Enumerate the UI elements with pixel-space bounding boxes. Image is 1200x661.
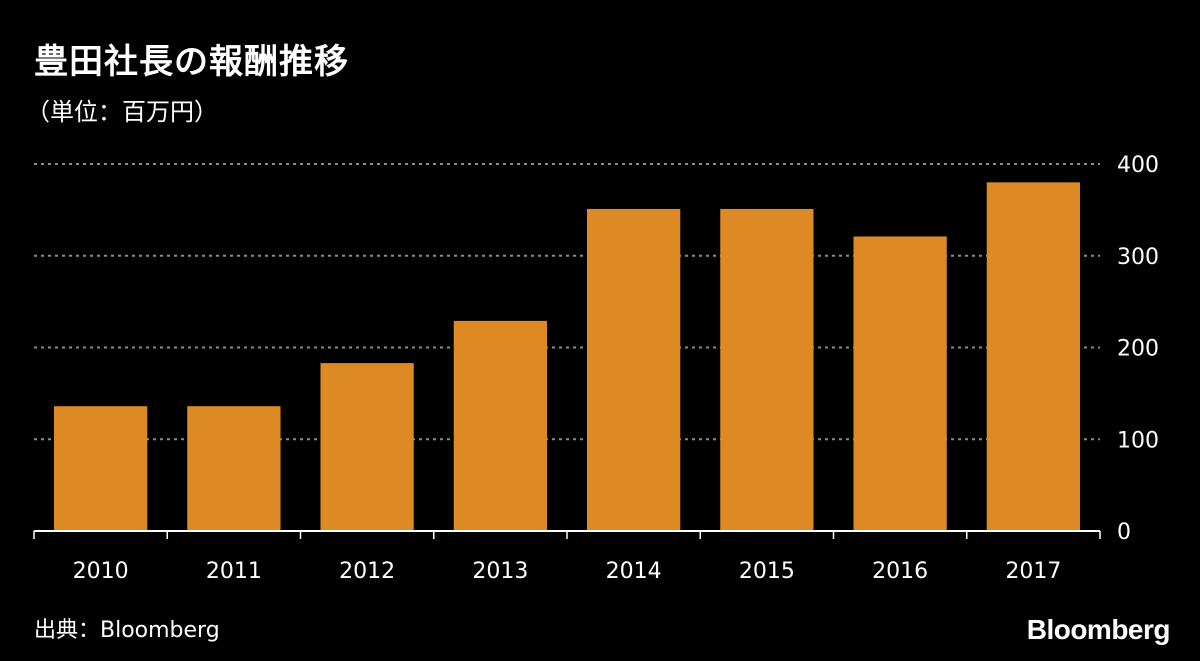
bar (320, 363, 414, 531)
y-tick-label: 300 (1117, 245, 1159, 270)
bar (720, 208, 814, 531)
y-tick-label: 0 (1117, 520, 1131, 545)
y-tick-label: 100 (1117, 428, 1159, 453)
chart-title: 豊田社長の報酬推移 (34, 42, 349, 82)
x-tick-label: 2012 (339, 559, 395, 584)
x-tick-label: 2011 (206, 559, 262, 584)
x-tick-label: 2016 (872, 559, 928, 584)
axes (33, 530, 1101, 539)
chart-subtitle: （単位：百万円） (26, 98, 218, 126)
x-tick-label: 2017 (1005, 559, 1061, 584)
bars (53, 182, 1081, 532)
bloomberg-logo: Bloomberg (1026, 614, 1171, 645)
y-tick-label: 200 (1117, 337, 1159, 362)
bar (986, 182, 1081, 531)
x-tick-label: 2014 (606, 559, 662, 584)
x-tick-labels: 2010 2011 2012 2013 2014 2015 2016 2017 (73, 559, 1062, 584)
bar (453, 320, 548, 531)
y-tick-label: 400 (1117, 153, 1159, 178)
bar (586, 208, 681, 531)
x-tick-label: 2015 (739, 559, 795, 584)
y-tick-labels: 0 100 200 300 400 (1117, 153, 1159, 545)
bar (53, 406, 148, 531)
x-tick-label: 2010 (73, 559, 129, 584)
x-tick-label: 2013 (472, 559, 528, 584)
bar (187, 406, 281, 531)
source-note: 出典：Bloomberg (34, 618, 220, 643)
bar (853, 236, 947, 532)
